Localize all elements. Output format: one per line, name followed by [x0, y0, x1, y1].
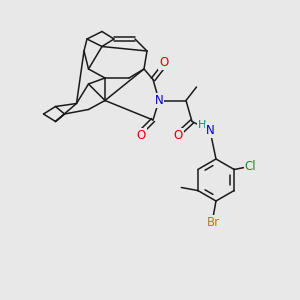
- Text: Cl: Cl: [245, 160, 256, 173]
- Text: N: N: [206, 124, 214, 137]
- Text: H: H: [198, 120, 207, 130]
- Text: O: O: [159, 56, 168, 69]
- Text: N: N: [154, 94, 164, 107]
- Text: Br: Br: [206, 216, 220, 230]
- Text: O: O: [136, 129, 146, 142]
- Text: O: O: [174, 129, 183, 142]
